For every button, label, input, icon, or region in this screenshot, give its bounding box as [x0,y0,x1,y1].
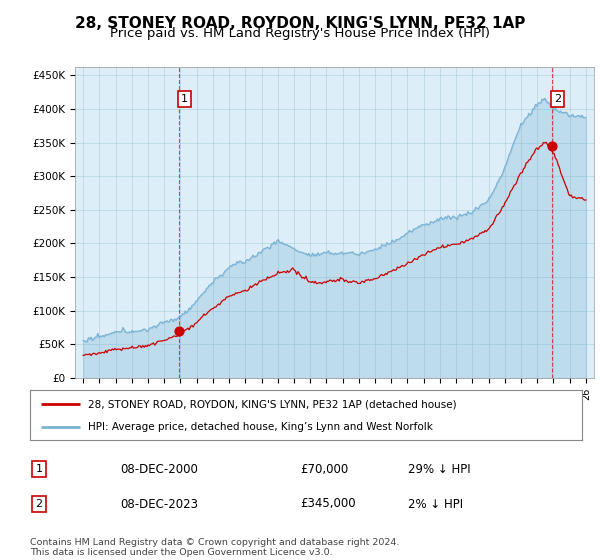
Point [547,142,557,151]
Text: 1: 1 [181,94,188,104]
Text: 08-DEC-2000: 08-DEC-2000 [120,463,198,476]
Text: 2: 2 [554,94,561,104]
Text: 29% ↓ HPI: 29% ↓ HPI [408,463,470,476]
Text: Contains HM Land Registry data © Crown copyright and database right 2024.
This d: Contains HM Land Registry data © Crown c… [30,538,400,557]
Text: £70,000: £70,000 [300,463,348,476]
Text: 1: 1 [35,464,43,474]
Text: 2% ↓ HPI: 2% ↓ HPI [408,497,463,511]
Text: 2: 2 [35,499,43,509]
Text: £345,000: £345,000 [300,497,356,511]
Point [175,326,184,335]
Text: 28, STONEY ROAD, ROYDON, KING'S LYNN, PE32 1AP: 28, STONEY ROAD, ROYDON, KING'S LYNN, PE… [75,16,525,31]
Text: HPI: Average price, detached house, King’s Lynn and West Norfolk: HPI: Average price, detached house, King… [88,422,433,432]
Text: 08-DEC-2023: 08-DEC-2023 [120,497,198,511]
Text: 28, STONEY ROAD, ROYDON, KING'S LYNN, PE32 1AP (detached house): 28, STONEY ROAD, ROYDON, KING'S LYNN, PE… [88,399,457,409]
Text: Price paid vs. HM Land Registry's House Price Index (HPI): Price paid vs. HM Land Registry's House … [110,27,490,40]
